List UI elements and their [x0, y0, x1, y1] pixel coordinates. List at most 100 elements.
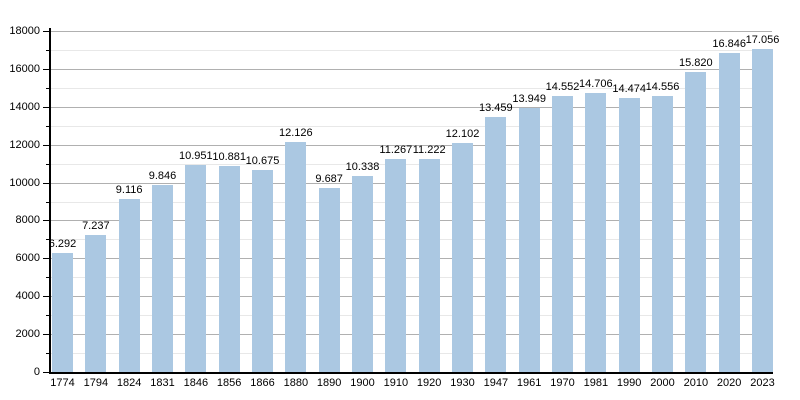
major-gridline	[50, 107, 772, 108]
bar-1930	[452, 142, 473, 372]
y-axis-tick-label: 18000	[9, 25, 40, 37]
bar-2023	[752, 48, 773, 372]
minor-gridline	[50, 50, 772, 51]
y-axis-minor-tick	[46, 315, 50, 316]
x-axis-tick-label: 1794	[83, 377, 109, 389]
bar-value-label: 9.846	[148, 170, 177, 183]
x-axis-tick-label: 1824	[116, 377, 142, 389]
y-axis-major-tick	[43, 372, 50, 373]
y-axis-major-tick	[43, 296, 50, 297]
major-gridline	[50, 145, 772, 146]
x-axis-tick-label: 1961	[516, 377, 542, 389]
major-gridline	[50, 220, 772, 221]
bar-1947	[485, 117, 507, 372]
bar-value-label: 13.459	[479, 102, 513, 115]
bar-value-label: 12.126	[279, 127, 313, 140]
bar-1920	[418, 159, 440, 372]
x-axis-tick-label: 1831	[150, 377, 175, 389]
minor-gridline	[50, 88, 772, 89]
y-axis-tick-label: 10000	[9, 177, 40, 189]
bar-1890	[318, 188, 340, 372]
x-axis-tick-label: 1970	[550, 377, 575, 389]
x-axis-tick-label: 2000	[650, 377, 675, 389]
x-axis-tick-label: 1774	[50, 377, 75, 389]
y-axis-minor-tick	[46, 164, 50, 165]
minor-gridline	[50, 277, 772, 278]
x-axis-tick-label: 1947	[483, 377, 509, 389]
minor-gridline	[50, 202, 772, 203]
y-axis-minor-tick	[46, 353, 50, 354]
y-axis-minor-tick	[46, 50, 50, 51]
y-axis-major-tick	[43, 107, 50, 108]
y-axis-major-tick	[43, 31, 50, 32]
bar-value-label: 15.820	[679, 57, 713, 70]
bar-value-label: 10.338	[345, 161, 380, 174]
x-axis-tick-label: 1866	[250, 377, 275, 389]
y-axis-minor-tick	[46, 126, 50, 127]
x-axis-tick-label: 2023	[750, 377, 775, 389]
y-axis-minor-tick	[46, 277, 50, 278]
major-gridline	[50, 334, 772, 335]
bar-2000	[652, 96, 673, 372]
x-axis-tick-label: 1856	[216, 377, 242, 389]
bar-1970	[552, 96, 573, 372]
bar-2010	[685, 72, 707, 372]
bar-1831	[152, 185, 173, 372]
bar-value-label: 10.881	[212, 150, 246, 163]
bar-value-label: 10.675	[245, 154, 280, 167]
y-axis-tick-label: 2000	[15, 328, 40, 340]
x-axis-line	[49, 372, 773, 374]
y-axis-minor-tick	[46, 88, 50, 89]
bar-1961	[518, 107, 540, 372]
bar-1990	[618, 97, 640, 372]
x-axis-tick-label: 1920	[416, 377, 442, 389]
y-axis-major-tick	[43, 334, 50, 335]
x-axis-tick-label: 1930	[450, 377, 475, 389]
bar-value-label: 16.846	[712, 37, 746, 50]
y-axis-minor-tick	[46, 239, 50, 240]
major-gridline	[50, 31, 772, 32]
x-axis-tick-label: 2020	[716, 377, 742, 389]
bar-1846	[185, 164, 207, 372]
x-axis-tick-label: 1880	[283, 377, 309, 389]
bar-value-label: 14.474	[612, 82, 646, 95]
x-axis-tick-label: 1981	[583, 377, 609, 389]
x-axis-tick-label: 1890	[316, 377, 342, 389]
bar-1824	[118, 199, 140, 372]
bar-value-label: 14.556	[645, 81, 680, 94]
x-axis-tick-label: 1846	[183, 377, 209, 389]
bar-value-label: 6.292	[48, 237, 77, 250]
y-axis-tick-label: 12000	[9, 139, 40, 151]
x-axis-tick-label: 1990	[616, 377, 642, 389]
bar-1981	[585, 93, 607, 372]
major-gridline	[50, 296, 772, 297]
x-axis-tick-label: 1900	[350, 377, 375, 389]
bar-value-label: 14.552	[545, 81, 580, 94]
y-axis-tick-label: 6000	[15, 252, 40, 264]
y-axis-major-tick	[43, 220, 50, 221]
y-axis-tick-label: 8000	[15, 214, 40, 226]
bar-value-label: 17.056	[745, 33, 780, 46]
bar-value-label: 9.116	[115, 184, 143, 197]
bar-value-label: 10.951	[179, 149, 213, 162]
y-axis-major-tick	[43, 258, 50, 259]
bar-1866	[252, 169, 273, 372]
major-gridline	[50, 183, 772, 184]
bar-1900	[352, 176, 373, 372]
minor-gridline	[50, 315, 772, 316]
bar-value-label: 11.222	[412, 144, 446, 157]
bar-1880	[285, 142, 307, 372]
minor-gridline	[50, 239, 772, 240]
bar-value-label: 12.102	[445, 127, 480, 140]
major-gridline	[50, 258, 772, 259]
bar-value-label: 11.267	[379, 143, 413, 156]
y-axis-major-tick	[43, 183, 50, 184]
bar-2020	[718, 52, 740, 372]
bar-value-label: 9.687	[315, 173, 343, 186]
y-axis-major-tick	[43, 69, 50, 70]
major-gridline	[50, 69, 772, 70]
bar-1910	[385, 158, 407, 372]
minor-gridline	[50, 164, 772, 165]
y-axis-tick-label: 0	[33, 366, 40, 378]
